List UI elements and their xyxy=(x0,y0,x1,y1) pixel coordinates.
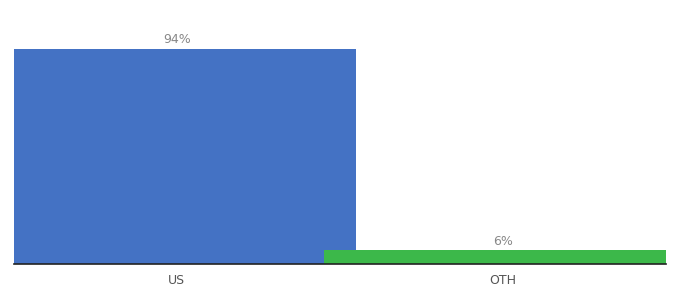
Text: 6%: 6% xyxy=(493,235,513,248)
Bar xyxy=(324,250,680,264)
Bar xyxy=(0,49,356,264)
Text: 94%: 94% xyxy=(163,33,190,46)
